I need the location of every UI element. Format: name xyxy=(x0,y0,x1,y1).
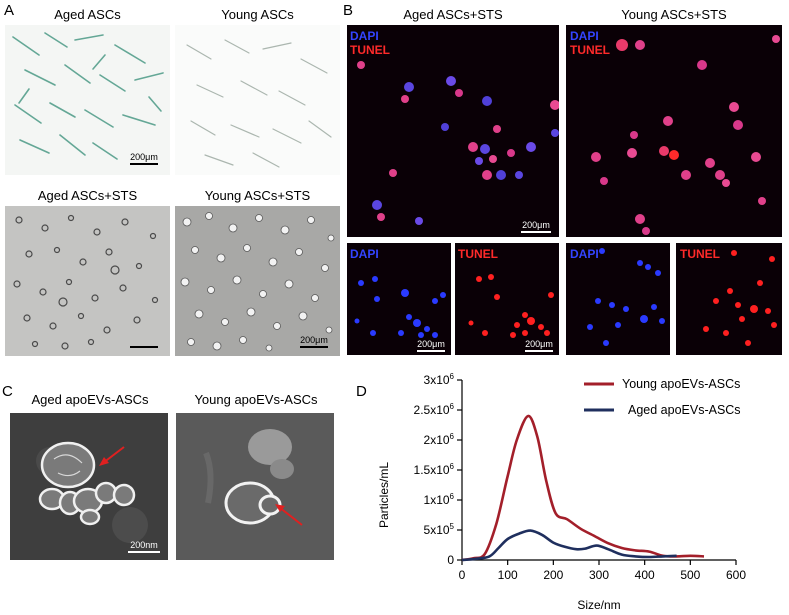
caption-b-young: Young ASCs+STS xyxy=(621,7,727,22)
x-tick-label: 100 xyxy=(498,568,518,582)
scale-bar xyxy=(417,350,445,352)
x-tick-label: 0 xyxy=(459,568,466,582)
scale-bar xyxy=(130,346,158,348)
aged-dapi-nuclei xyxy=(354,276,446,338)
fluorescence-young-dapi: DAPI xyxy=(566,243,670,355)
scale-label: 200μm xyxy=(525,339,553,349)
aged-merge-nuclei xyxy=(357,61,559,225)
stain-label-dapi: DAPI xyxy=(350,29,379,43)
chart-series xyxy=(461,414,705,562)
scale-bar xyxy=(521,231,551,233)
fluorescence-aged-tunel: TUNEL 200μm xyxy=(455,243,559,355)
tem-aged-apoevs: 200nm xyxy=(10,413,168,560)
y-axis-label: Particles/mL xyxy=(377,462,391,528)
tem-young-apoevs xyxy=(176,413,334,560)
x-tick-label: 500 xyxy=(680,568,700,582)
young-apoevs-vesicles xyxy=(203,429,294,525)
stain-label-dapi: DAPI xyxy=(350,247,379,261)
micrograph-aged-ascs-sts xyxy=(5,206,170,356)
caption-a3: Aged ASCs+STS xyxy=(37,188,138,203)
stain-label-tunel: TUNEL xyxy=(680,247,720,261)
scale-bar xyxy=(300,346,328,348)
legend-label: Young apoEVs-ASCs xyxy=(622,377,740,391)
aged-sts-cells xyxy=(13,214,159,350)
young-ascs-cells xyxy=(186,39,332,168)
caption-a1: Aged ASCs xyxy=(54,7,121,22)
fluorescence-young-tunel: TUNEL xyxy=(676,243,782,355)
y-tick-label: 0 xyxy=(447,553,454,567)
young-tunel-nuclei xyxy=(703,250,777,346)
micrograph-aged-ascs: 200μm xyxy=(5,25,170,175)
scale-label: 200nm xyxy=(130,540,158,550)
arrow-icon xyxy=(99,446,125,466)
caption-b-aged: Aged ASCs+STS xyxy=(403,7,503,22)
scale-label: 200μm xyxy=(522,220,550,230)
panel-letter-d: D xyxy=(356,383,367,400)
y-tick-label: 2x106 xyxy=(424,432,455,447)
aged-apoevs-vesicles xyxy=(36,441,148,543)
scale-label: 200μm xyxy=(130,152,158,162)
young-dapi-nuclei xyxy=(587,248,665,346)
x-axis-label: Size/nm xyxy=(577,598,620,612)
aged-ascs-cells xyxy=(12,32,164,160)
y-tick-label: 2.5x106 xyxy=(414,402,455,417)
series-line-aged xyxy=(461,529,677,562)
micrograph-young-ascs xyxy=(175,25,340,175)
x-tick-label: 300 xyxy=(589,568,609,582)
scale-bar xyxy=(525,350,553,352)
x-tick-label: 600 xyxy=(726,568,746,582)
fluorescence-young-merge: DAPI TUNEL xyxy=(566,25,782,237)
caption-a2: Young ASCs xyxy=(221,7,294,22)
scale-bar xyxy=(128,551,160,553)
x-tick-label: 200 xyxy=(543,568,563,582)
stain-label-tunel: TUNEL xyxy=(458,247,498,261)
chart-legend: Young apoEVs-ASCs Aged apoEVs-ASCs xyxy=(584,377,741,417)
y-tick-label: 3x106 xyxy=(424,372,455,387)
aged-tunel-nuclei xyxy=(468,274,554,338)
fluorescence-aged-merge: DAPI TUNEL 200μm xyxy=(347,25,559,237)
scale-label: 200μm xyxy=(417,339,445,349)
arrow-icon xyxy=(275,504,303,526)
scale-label: 200μm xyxy=(300,335,328,345)
stain-label-tunel: TUNEL xyxy=(350,43,390,57)
panel-letter-b: B xyxy=(343,2,354,19)
young-merge-nuclei xyxy=(591,35,780,235)
scale-bar xyxy=(130,163,158,165)
stain-label-tunel: TUNEL xyxy=(570,43,610,57)
caption-c-aged: Aged apoEVs-ASCs xyxy=(31,392,149,407)
x-tick-label: 400 xyxy=(635,568,655,582)
y-tick-label: 5x105 xyxy=(424,522,455,537)
y-tick-label: 1x106 xyxy=(424,492,455,507)
stain-label-dapi: DAPI xyxy=(570,29,599,43)
x-ticks: 0 100 200 300 400 500 600 xyxy=(459,560,746,582)
y-tick-label: 1.5x106 xyxy=(414,462,455,477)
fluorescence-aged-dapi: DAPI 200μm xyxy=(347,243,451,355)
y-ticks: 0 5x105 1x106 1.5x106 2x106 2.5x106 3x106 xyxy=(414,372,462,567)
nta-size-distribution-chart: Particles/mL Size/nm 0 5x105 1x106 1.5x106 2… xyxy=(377,372,746,612)
legend-label: Aged apoEVs-ASCs xyxy=(628,403,741,417)
panel-letter-a: A xyxy=(4,2,15,19)
young-sts-cells xyxy=(180,212,335,352)
panel-letter-c: C xyxy=(2,383,13,400)
caption-a4: Young ASCs+STS xyxy=(204,188,311,203)
series-line-young xyxy=(461,414,705,562)
micrograph-young-ascs-sts: 200μm xyxy=(175,206,340,356)
caption-c-young: Young apoEVs-ASCs xyxy=(194,392,318,407)
stain-label-dapi: DAPI xyxy=(570,247,599,261)
